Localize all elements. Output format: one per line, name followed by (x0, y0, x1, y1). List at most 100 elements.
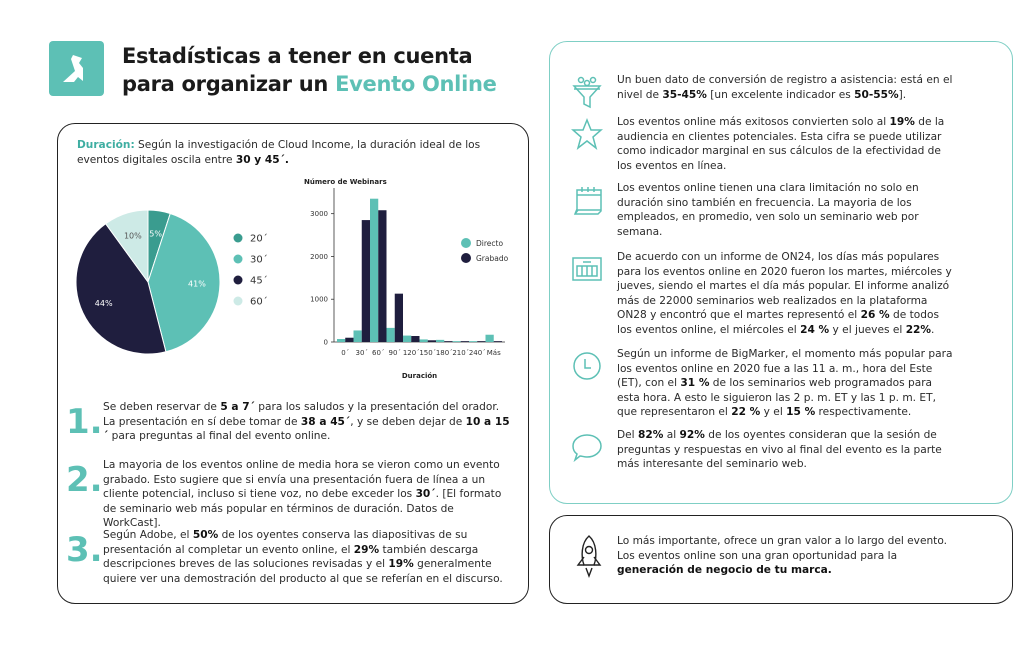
logo (49, 41, 104, 96)
highlight-text: 29% (353, 543, 380, 556)
x-tick-label: 240´ (469, 349, 486, 357)
bar-Grabado-Más (493, 341, 502, 342)
item-number: 3. (66, 530, 103, 570)
bar-Directo-210´ (452, 341, 461, 342)
highlight-text: 30 y 45´. (235, 153, 289, 166)
text-segment: respectivamente. (815, 406, 912, 418)
bar-Grabado-60´ (378, 210, 387, 342)
legend-label: 30´ (250, 254, 268, 266)
legend-swatch (233, 275, 243, 285)
highlight-text: 5 a 7´ (220, 401, 255, 413)
bar-Grabado-120´ (411, 336, 420, 342)
funnel-icon (570, 75, 604, 109)
text-segment: . (931, 323, 935, 336)
title-prefix: para organizar un (122, 72, 336, 96)
text-segment: [un excelente indicador es (706, 88, 855, 101)
bar-Directo-30´ (353, 330, 362, 342)
x-axis-title: Duración (402, 372, 437, 380)
bar-Grabado-30´ (361, 220, 370, 342)
x-tick-label: 90´ (389, 349, 401, 357)
x-tick-label: 60´ (372, 349, 384, 357)
pie-data-label: 5% (149, 230, 162, 239)
bar-Grabado-240´ (477, 341, 486, 342)
x-tick-label: 0´ (341, 349, 349, 357)
stats-card (549, 41, 1013, 504)
highlight-text: 82% (638, 429, 664, 441)
highlight-text: 31 % (680, 377, 710, 389)
text-segment: Se deben reservar de (103, 401, 221, 413)
text-segment: al (663, 429, 680, 441)
stat-item: Los eventos online tienen una clara limi… (617, 181, 957, 239)
y-axis-title: Número de Webinars (304, 178, 387, 186)
text-segment: Según un informe de BigMarker, el moment… (617, 348, 953, 389)
y-tick-label: 1000 (310, 296, 328, 304)
text-segment: Los eventos online más exitosos conviert… (617, 116, 890, 128)
highlight-text: 15 % (786, 406, 816, 418)
title-line-1: Estadísticas a tener en cuenta (122, 44, 473, 68)
page-title: Estadísticas a tener en cuenta para orga… (122, 42, 497, 98)
text-segment: de los seminarios web programados para e… (617, 377, 936, 418)
pie-slice-45´ (75, 223, 167, 355)
highlight-text: 38 a 45´ (300, 415, 351, 428)
star-icon (570, 117, 604, 151)
x-tick-label: 120´ (403, 349, 420, 357)
text-segment: Del (617, 429, 638, 441)
pie-data-label: 10% (124, 231, 142, 240)
legend-swatch (233, 254, 243, 264)
text-segment: ]. (898, 88, 907, 101)
highlight-text: 35-45% (662, 88, 707, 101)
conclusion-text: Lo más importante, ofrece un gran valor … (617, 534, 967, 578)
x-tick-label: Más (487, 349, 501, 357)
chat-bubble-icon (570, 430, 604, 464)
text-segment: Según la investigación de Cloud Income, … (77, 139, 481, 166)
highlight-text: 19% (388, 558, 414, 570)
bar-Directo-150´ (419, 339, 428, 342)
bar-Directo-120´ (403, 335, 412, 342)
legend-label: 60´ (250, 296, 268, 308)
text-segment: para los saludos y la presentación del o… (103, 401, 500, 428)
x-tick-label: 180´ (436, 349, 453, 357)
rocket-icon (572, 533, 606, 579)
text-segment: también descarga descripciones breves de… (103, 543, 479, 571)
intro-label: Duración: (77, 139, 135, 151)
week-calendar-icon (570, 252, 604, 286)
text-segment: La mayoria de los eventos online de medi… (103, 459, 500, 500)
intro-text: Duración: Según la investigación de Clou… (77, 138, 497, 167)
highlight-text: 22 % (731, 406, 761, 418)
text-segment: generalmente quiere ver una demostración… (103, 558, 503, 585)
x-tick-label: 30´ (356, 349, 368, 357)
legend-swatch (233, 296, 243, 306)
highlight-text: 50-55% (854, 88, 899, 101)
y-tick-label: 0 (324, 339, 328, 347)
bar-Grabado-180´ (444, 341, 453, 342)
item-number: 2. (66, 460, 103, 500)
highlight-text: 10 a 15´ (103, 415, 510, 443)
logo-bird-icon (63, 55, 83, 82)
y-tick-label: 2000 (310, 253, 328, 261)
bar-Directo-Más (485, 334, 494, 342)
conclusion-card (549, 515, 1013, 604)
x-tick-label: 210´ (452, 349, 469, 357)
legend-swatch (233, 233, 243, 243)
bar-Grabado-150´ (427, 340, 436, 342)
text-segment: de la audiencia en clientes potenciales.… (617, 116, 945, 172)
calendar-icon (570, 183, 604, 217)
legend-label: Directo (476, 239, 503, 248)
text-segment: . [El formato de seminario web más popul… (103, 488, 502, 529)
legend-swatch (461, 253, 471, 263)
legend-swatch (461, 238, 471, 248)
clock-icon (570, 349, 604, 383)
title-line-2: para organizar un Evento Online (122, 70, 497, 98)
stat-item: Un buen dato de conversión de registro a… (617, 73, 957, 102)
text-segment: y el (760, 406, 787, 418)
duration-card (57, 123, 529, 604)
highlight-text: 50% (192, 529, 219, 541)
bar-Directo-90´ (386, 327, 395, 342)
legend-label: 45´ (250, 275, 268, 287)
bar-chart: Número de Webinars 0 1000 2000 3000 0´ 30´ 60´ 9… (304, 178, 509, 380)
highlight-text: 26 % (860, 309, 890, 321)
text-segment: , y se deben dejar de (350, 415, 466, 428)
stat-item: Los eventos online más exitosos conviert… (617, 115, 957, 173)
highlight-text: 30´ (415, 488, 436, 500)
text-segment: de los oyentes conserva las diapositivas… (103, 529, 468, 556)
